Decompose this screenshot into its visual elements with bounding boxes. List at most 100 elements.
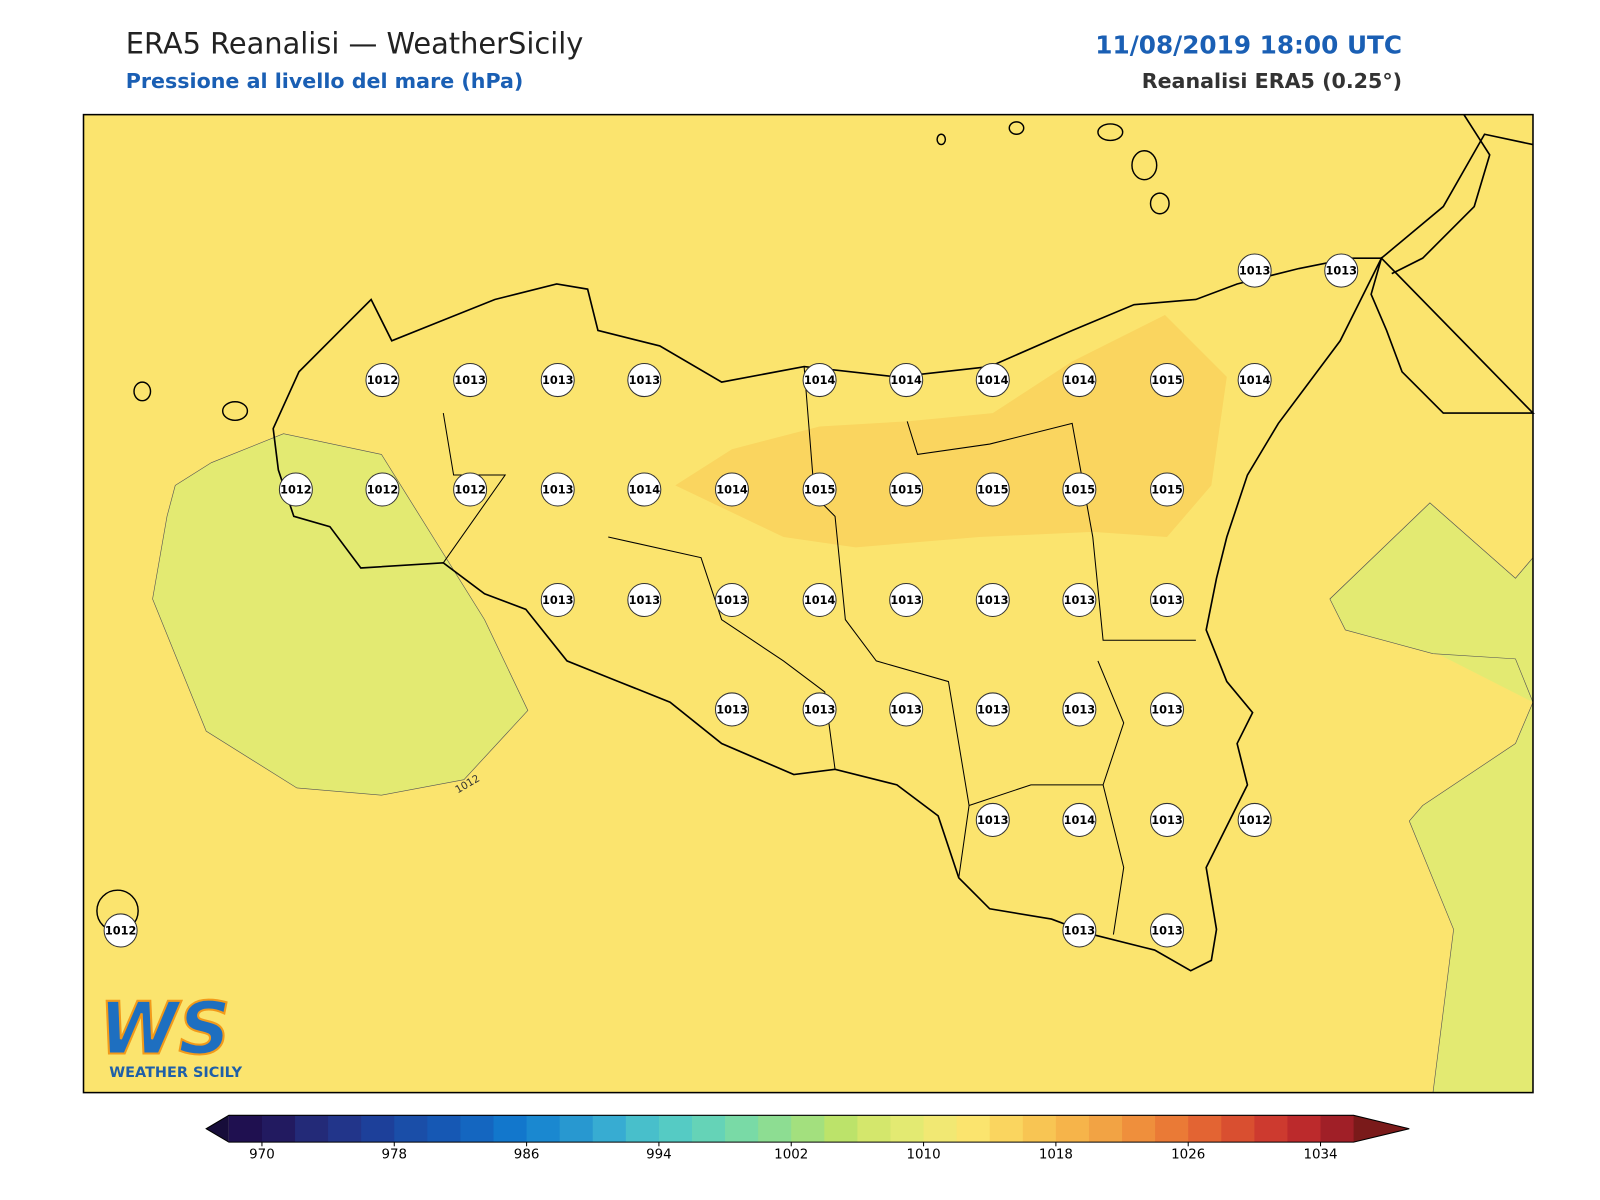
station-value: 1013 [977,702,1009,716]
colorbar-swatch [625,1115,660,1143]
colorbar-swatch [427,1115,461,1143]
station-value: 1013 [1151,593,1183,607]
station-marker [714,472,749,507]
colorbar-swatch [824,1115,858,1143]
colorbar-swatch [228,1115,263,1143]
colorbar-frame [205,1114,1410,1143]
colorbar-swatch [526,1115,561,1143]
colorbar-swatch [1122,1115,1156,1143]
coastline [272,257,1383,972]
island [1008,121,1025,135]
colorbar-swatch [1022,1115,1057,1143]
station-value: 1014 [716,482,748,496]
station-marker [1237,253,1272,288]
station-marker [1150,913,1185,948]
station-marker [975,692,1010,727]
map-frame [82,113,1534,1094]
station-value: 1013 [1064,923,1096,937]
title: ERA5 Reanalisi — WeatherSicily [126,27,584,61]
station-value: 1015 [1151,482,1183,496]
station-marker [1062,472,1097,507]
date: 11/08/2019 18:00 UTC [1095,31,1402,60]
station-value: 1012 [1239,813,1271,827]
colorbar: 970 978 986 994 1002 1010 1018 1026 1034 [205,1114,1410,1163]
logo-caption: WEATHER SICILY [109,1065,242,1081]
station-marker [802,472,837,507]
colorbar-swatch [328,1115,362,1143]
station-marker [365,472,400,507]
station-value: 1014 [804,373,836,387]
colorbar-swatch [361,1115,395,1143]
colorbar-swatch [460,1115,495,1143]
station-value: 1012 [367,482,399,496]
station-value: 1014 [977,373,1009,387]
station-marker [975,802,1010,838]
station-marker [453,472,488,507]
colorbar-swatch [989,1115,1024,1143]
station-marker [627,472,662,507]
colorbar-swatch [493,1115,528,1143]
station-marker [1062,802,1097,838]
station-value: 1013 [977,813,1009,827]
pressure-area-low [1329,502,1534,1093]
province-border [968,784,1104,806]
colorbar-swatch [725,1115,759,1143]
station-marker [540,362,575,398]
station-marker [975,472,1010,507]
station-value: 1015 [1064,482,1096,496]
colorbar-swatch [1221,1115,1255,1143]
colorbar-tick-label: 970 [249,1148,275,1163]
colorbar-swatch [592,1115,627,1143]
station-marker [1150,582,1185,618]
station-value: 1014 [1239,373,1271,387]
colorbar-swatch [923,1115,958,1143]
station-marker [802,692,837,727]
colorbar-swatch [791,1115,825,1143]
station-marker [889,472,924,507]
province-border [906,421,1196,641]
station-value: 1015 [977,482,1009,496]
island [1131,150,1158,181]
colorbar-tick-label: 994 [646,1148,672,1163]
island [1149,192,1170,215]
colorbar-tick-label: 1018 [1039,1148,1073,1163]
colorbar-tick-label: 986 [514,1148,540,1163]
colorbar-tick-label: 1026 [1171,1148,1205,1163]
station-value: 1014 [1064,373,1096,387]
colorbar-swatch [1254,1115,1288,1143]
station-value: 1013 [542,373,574,387]
station-marker [889,692,924,727]
province-border [442,412,507,564]
station-marker [1150,362,1185,398]
station-marker [627,362,662,398]
colorbar-swatch [890,1115,925,1143]
station-value: 1013 [716,702,748,716]
stations: 1013 1013 1012 1013 1013 1013 1014 1014 1014 1014… [103,253,1359,948]
station-marker [365,362,400,398]
station-marker [1324,253,1359,288]
station-value: 1014 [629,482,661,496]
station-value: 1013 [1064,702,1096,716]
colorbar-swatch [658,1115,693,1143]
station-marker [889,582,924,618]
station-marker [453,362,488,398]
station-marker [975,582,1010,618]
station-marker [1150,472,1185,507]
colorbar-swatch [1088,1115,1123,1143]
colorbar-swatch [295,1115,329,1143]
station-marker [1237,362,1272,398]
colorbar-swatch [394,1115,428,1143]
colorbar-tick-label: 978 [381,1148,407,1163]
station-value: 1013 [890,702,922,716]
station-marker [802,582,837,618]
station-marker [802,362,837,398]
station-value: 1013 [1325,264,1357,278]
colorbar-swatch [758,1115,792,1143]
station-marker [975,362,1010,398]
station-value: 1015 [804,482,836,496]
model: Reanalisi ERA5 (0.25°) [1142,69,1402,93]
colorbar-swatch [1287,1115,1322,1143]
